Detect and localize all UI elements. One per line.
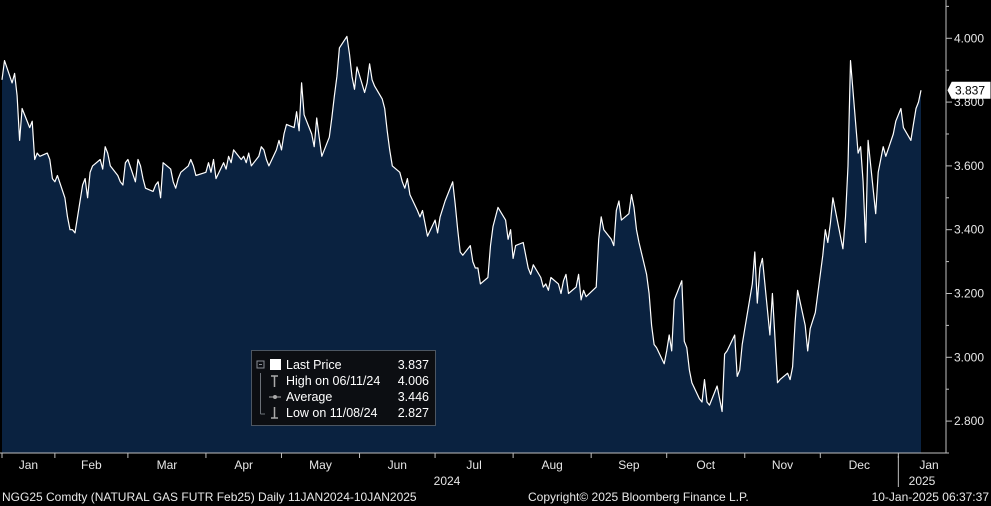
x-month-label: Dec	[849, 458, 870, 472]
legend-row-last-price: Last Price 3.837	[256, 357, 429, 373]
high-marker-icon	[260, 373, 278, 389]
low-marker-icon	[260, 405, 278, 419]
legend-row-average: Average 3.446	[256, 389, 429, 405]
legend-value: 4.006	[397, 374, 429, 388]
last-price-tag	[947, 81, 991, 99]
legend-row-low: Low on 11/08/24 2.827	[256, 405, 429, 421]
x-month-label: Apr	[234, 458, 253, 472]
legend-label: Low on 11/08/24	[286, 406, 378, 420]
x-year-label: 2024	[434, 474, 461, 488]
legend-value: 2.827	[397, 406, 429, 420]
x-month-label: Jan	[919, 458, 938, 472]
timestamp: 10-Jan-2025 06:37:37	[871, 490, 989, 504]
price-line	[1, 35, 922, 413]
x-month-label: Jun	[388, 458, 407, 472]
x-month-label: Mar	[157, 458, 178, 472]
x-month-label: Sep	[618, 458, 640, 472]
copyright-notice: Copyright© 2025 Bloomberg Finance L.P.	[528, 490, 749, 504]
legend-label: High on 06/11/24	[286, 374, 381, 388]
y-tick-label: 4.000	[954, 31, 984, 45]
x-month-label: Feb	[81, 458, 102, 472]
legend-row-high: High on 06/11/24 4.006	[256, 373, 429, 389]
legend-value: 3.446	[397, 390, 429, 404]
legend-box: Last Price 3.837 High on 06/11/24 4.006 …	[251, 350, 436, 426]
x-month-label: Aug	[541, 458, 562, 472]
price-area	[2, 36, 921, 454]
legend-label: Average	[286, 390, 333, 404]
x-month-label: Nov	[772, 458, 793, 472]
y-tick-label: 3.200	[954, 286, 984, 300]
axes: 4.0003.8003.6003.4003.2003.0002.8003.837…	[0, 0, 991, 488]
x-month-label: Jan	[19, 458, 38, 472]
y-tick-label: 3.400	[954, 223, 984, 237]
x-month-label: Jul	[466, 458, 481, 472]
x-year-label: 2025	[909, 474, 936, 488]
y-tick-label: 3.000	[954, 350, 984, 364]
y-tick-label: 2.800	[954, 414, 984, 428]
average-marker-icon	[260, 389, 281, 405]
y-tick-label: 3.600	[954, 159, 984, 173]
legend-label: Last Price	[286, 358, 342, 372]
last-price-tag-label: 3.837	[955, 83, 985, 97]
x-month-label: Oct	[696, 458, 715, 472]
security-description: NGG25 Comdty (NATURAL GAS FUTR Feb25) Da…	[2, 490, 417, 504]
x-month-label: May	[309, 458, 332, 472]
last-price-swatch-icon	[256, 359, 281, 370]
legend-value: 3.837	[397, 358, 429, 372]
plot-area	[1, 35, 922, 454]
